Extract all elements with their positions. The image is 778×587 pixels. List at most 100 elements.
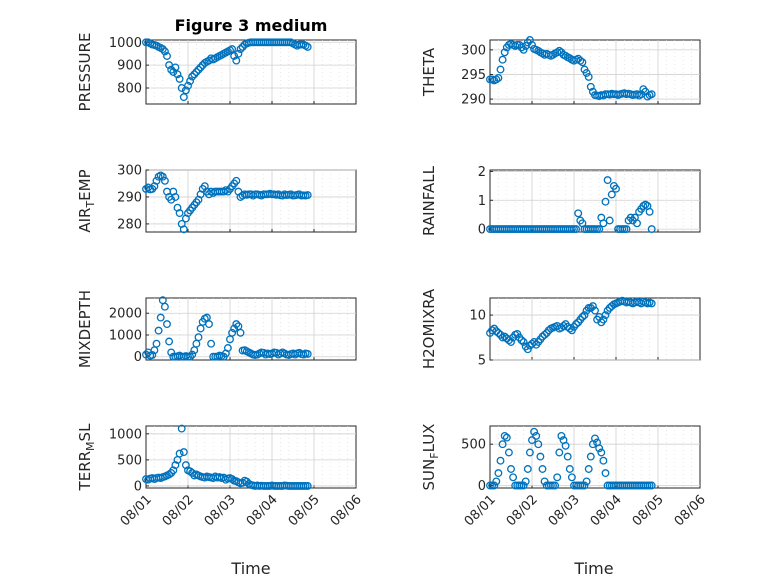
data-point [234,49,243,58]
data-point [163,320,171,329]
data-point [507,465,515,473]
y-axis-label: AIRTEMP [76,169,97,232]
data-points [142,424,312,490]
data-point [181,86,190,95]
subplot-6: 5 10 H2OMIXRA [420,288,701,369]
x-tick-label: 08/04 [244,492,281,529]
data-point [500,48,509,57]
data-points [142,38,312,102]
y-axis-label: SUNFLUX [420,424,441,491]
data-point [603,176,612,185]
data-point [584,465,593,473]
data-point [555,46,564,55]
data-point [303,481,312,490]
plot-area [145,169,357,233]
data-point [647,225,656,234]
plot-area [489,169,701,233]
data-point [565,324,574,333]
data-point [591,306,599,315]
data-point [492,75,501,84]
data-point [192,68,201,76]
data-point [194,333,203,342]
data-point [186,467,195,476]
data-point [492,477,501,486]
data-point [601,469,610,478]
data-point [179,448,188,457]
data-point [612,184,620,193]
data-point [173,70,182,79]
data-point [167,65,176,74]
data-point [534,440,543,449]
data-point [171,193,180,201]
data-point [538,465,547,473]
data-point [599,219,608,228]
data-point [582,69,591,77]
y-axis-label: H2OMIXRA [420,288,438,369]
data-point [517,336,526,345]
data-point [580,481,589,490]
data-point [158,45,167,54]
data-point [303,42,312,51]
data-point [160,176,169,185]
data-point [599,456,608,465]
data-point [169,68,178,76]
data-point [152,176,161,185]
subplot-8: 08/01 08/02 08/03 08/04 08/05 08/06 0 500 SUNFLU… [420,424,709,530]
data-point [507,338,515,346]
data-point [500,431,509,440]
y-tick-label: 295 [461,68,486,83]
data-point [534,46,543,55]
subplot-2: 290 295 300 THETA [420,36,701,108]
data-point [563,452,572,461]
data-point [236,328,245,337]
data-point [597,448,606,457]
x-tick-label: 08/01 [462,492,499,529]
data-point [502,433,511,442]
data-points [142,171,312,234]
x-tick-label: 08/02 [160,492,197,529]
data-point [494,469,503,478]
x-axis-label-left: Time [230,559,270,578]
data-point [167,348,176,357]
data-point [190,70,199,79]
data-point [179,93,188,102]
data-point [647,481,656,490]
figure-title: Figure 3 medium [175,16,328,35]
data-point [188,350,197,359]
data-point [523,465,532,473]
data-point [517,43,526,52]
data-point [580,311,589,320]
data-point [607,190,616,199]
y-tick-label: 0 [478,223,486,238]
data-point [595,225,604,234]
data-point [532,431,541,440]
data-point [591,434,599,443]
data-point [160,302,169,311]
data-point [490,481,499,490]
data-point [525,448,534,457]
data-point [557,431,566,440]
x-tick-label: 08/06 [328,492,365,529]
data-point [223,344,232,352]
y-tick-label: 1000 [109,427,142,442]
data-point [576,56,585,65]
y-tick-label: 2 [478,165,486,180]
y-axis-label: THETA [420,47,438,97]
y-tick-label: 300 [461,43,486,58]
data-point [530,427,539,436]
data-point [148,351,157,359]
data-point [519,338,528,346]
data-point [196,63,205,72]
data-point [186,352,195,361]
data-point [578,312,587,321]
data-point [561,441,570,450]
data-point [232,320,241,329]
data-point [572,320,581,329]
data-point [605,216,614,225]
y-axis-label: TERRMSL [76,423,97,492]
data-point [595,444,604,453]
data-point [184,81,192,90]
data-point [519,481,528,490]
data-point [236,45,245,54]
